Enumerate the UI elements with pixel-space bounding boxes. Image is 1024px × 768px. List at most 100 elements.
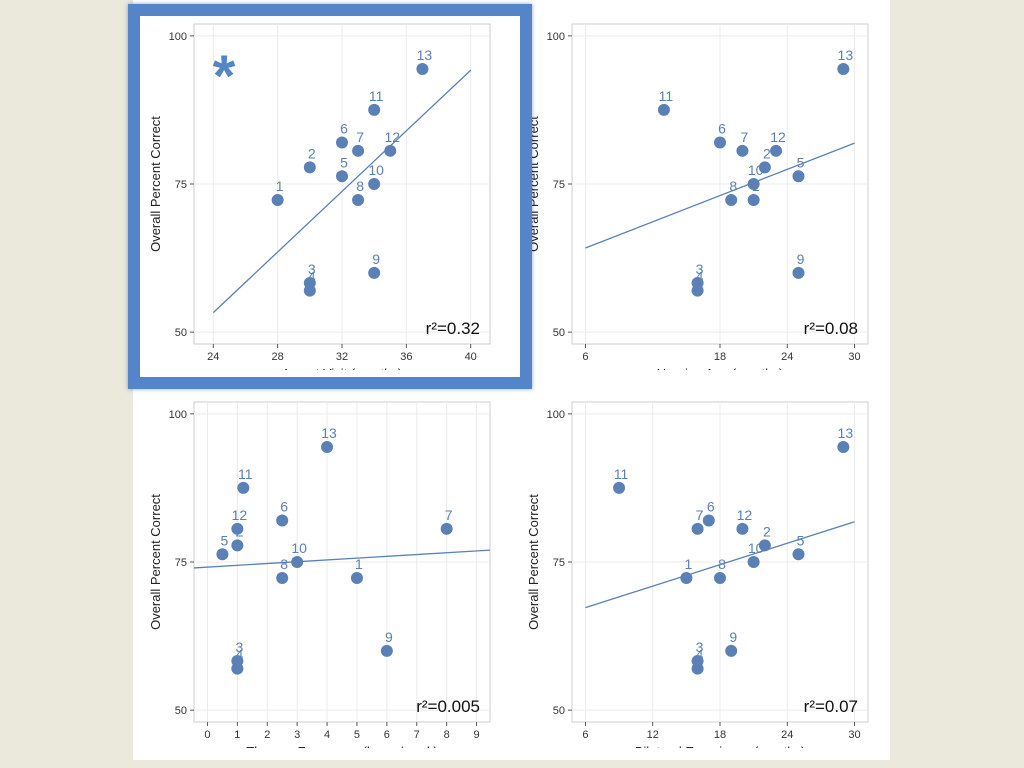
regression-line	[193, 549, 491, 569]
point-label: 1	[276, 178, 284, 194]
data-point	[231, 662, 244, 675]
data-point	[680, 572, 693, 584]
y-tick-label: 100	[547, 31, 565, 43]
x-tick-label: 5	[354, 729, 360, 741]
x-tick-label: 8	[444, 729, 450, 741]
data-point	[747, 178, 760, 190]
point-label: 9	[385, 629, 393, 645]
point-label: 13	[838, 425, 854, 441]
data-point	[792, 548, 805, 561]
x-tick-label: 18	[714, 729, 726, 741]
point-label: 10	[748, 540, 764, 556]
point-label: 5	[221, 532, 229, 548]
data-point	[736, 144, 749, 157]
point-label: 6	[280, 499, 288, 515]
data-point	[352, 144, 365, 157]
r-squared-annotation: r²=0.07	[804, 697, 858, 716]
data-point	[303, 161, 316, 174]
x-tick-label: 30	[848, 729, 860, 741]
x-axis-label: Bilateral Experience (months)	[635, 744, 806, 748]
data-point	[691, 662, 704, 675]
data-point	[702, 514, 715, 527]
x-tick-label: 3	[294, 729, 300, 741]
highlight-asterisk: *	[213, 44, 236, 109]
y-tick-label: 75	[553, 557, 565, 569]
data-point	[714, 572, 726, 584]
point-label: 12	[770, 129, 786, 145]
x-tick-label: 7	[414, 729, 420, 741]
point-label: 13	[838, 47, 854, 63]
point-label: 13	[321, 425, 337, 441]
point-label: 4	[696, 647, 704, 663]
data-point	[276, 572, 289, 584]
point-label: 3	[308, 261, 316, 277]
chart-hearing-age: 61824305075100Hearing Age (months)Overal…	[526, 23, 869, 370]
y-tick-label: 50	[553, 705, 565, 717]
y-tick-label: 75	[175, 557, 187, 569]
point-label: 2	[763, 523, 771, 539]
data-point	[368, 178, 381, 190]
point-label: 7	[741, 129, 749, 145]
point-label: 12	[232, 507, 248, 523]
y-tick-label: 75	[553, 179, 565, 191]
data-point	[792, 266, 805, 279]
point-label: 8	[280, 556, 288, 572]
point-label: 6	[718, 121, 726, 137]
point-label: 11	[369, 88, 384, 104]
x-tick-label: 12	[647, 729, 659, 741]
data-point	[336, 170, 348, 183]
point-label: 4	[235, 647, 243, 663]
data-point	[384, 144, 397, 157]
data-point	[303, 284, 316, 297]
point-label: 3	[696, 261, 704, 277]
point-label: 4	[696, 269, 704, 285]
data-point	[714, 136, 726, 149]
point-label: 13	[417, 47, 433, 63]
point-label: 12	[384, 129, 400, 145]
data-point	[352, 194, 365, 206]
data-point	[837, 441, 850, 454]
point-label: 11	[238, 466, 253, 482]
regression-line	[585, 142, 855, 249]
point-label: 5	[797, 154, 805, 170]
data-point	[725, 194, 738, 206]
point-label: 5	[340, 154, 348, 170]
point-label: 4	[308, 269, 316, 285]
point-label: 12	[737, 507, 753, 523]
data-point	[440, 522, 453, 535]
point-label: 7	[696, 507, 704, 523]
point-label: 3	[696, 639, 704, 655]
y-axis-label: Overall Percent Correct	[148, 116, 163, 252]
point-label: 2	[763, 145, 771, 161]
data-point	[237, 481, 250, 494]
chart-therapy-frequency: 01234567895075100Therapy Frequency (hour…	[148, 401, 491, 748]
x-axis-label: Therapy Frequency (hours/week)	[246, 744, 437, 748]
point-label: 10	[291, 540, 307, 556]
data-point	[657, 103, 670, 116]
x-axis-label: Age at Visit (months)	[282, 366, 402, 370]
point-label: 9	[729, 629, 737, 645]
data-point	[613, 481, 626, 494]
point-label: 6	[340, 121, 348, 137]
data-point	[216, 548, 229, 561]
point-label: 1	[355, 556, 363, 572]
data-point	[271, 194, 284, 206]
x-tick-label: 1	[234, 729, 240, 741]
point-label: 5	[797, 532, 805, 548]
x-tick-label: 18	[714, 351, 726, 363]
y-tick-label: 50	[175, 705, 187, 717]
point-label: 9	[797, 251, 805, 267]
x-tick-label: 40	[465, 351, 477, 363]
point-label: 8	[356, 178, 364, 194]
data-point	[758, 539, 771, 552]
data-point	[368, 103, 381, 116]
data-point	[691, 522, 704, 535]
y-tick-label: 50	[175, 327, 187, 339]
data-point	[336, 136, 348, 149]
r-squared-annotation: r²=0.08	[804, 319, 858, 338]
data-point	[380, 644, 393, 657]
point-label: 11	[659, 88, 674, 104]
y-tick-label: 100	[547, 409, 565, 421]
data-point	[276, 514, 289, 527]
y-tick-label: 75	[175, 179, 187, 191]
